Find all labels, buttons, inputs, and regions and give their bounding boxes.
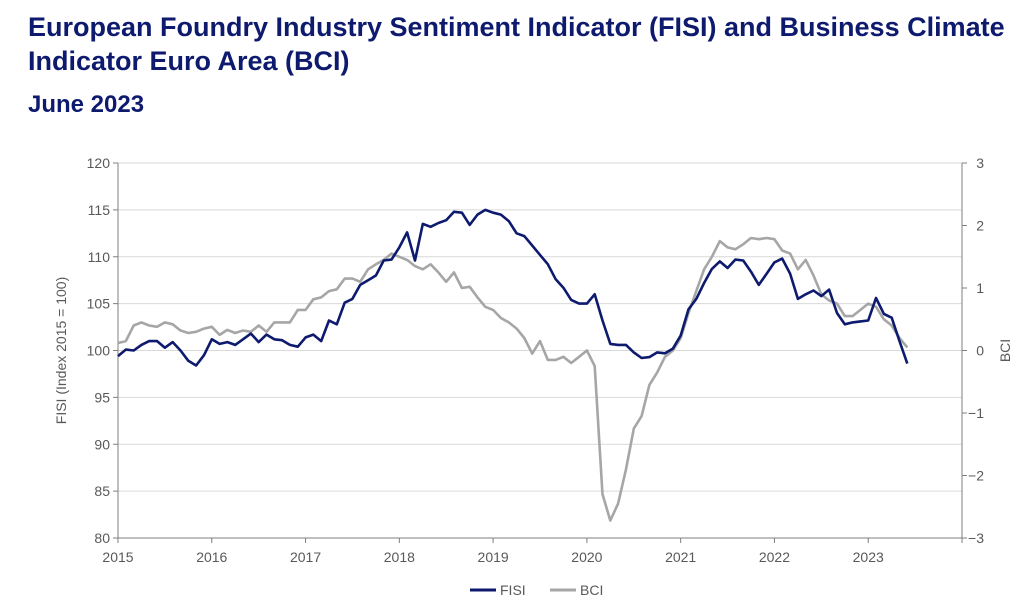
left-tick-label: 120	[87, 155, 111, 171]
right-tick-label: −1	[968, 405, 984, 421]
right-axis-title: BCI	[997, 339, 1013, 362]
left-axis-ticks: 80 85 90 95 100 105 110 115 120	[87, 155, 118, 546]
legend-item-fisi: FISI	[470, 582, 526, 598]
left-tick-label: 100	[87, 343, 111, 359]
chart-title: European Foundry Industry Sentiment Indi…	[28, 12, 1005, 76]
x-tick-label: 2021	[665, 549, 696, 565]
left-tick-label: 115	[88, 202, 111, 218]
legend-label-bci: BCI	[580, 582, 603, 598]
right-tick-label: 0	[976, 343, 984, 359]
right-tick-label: 3	[976, 155, 984, 171]
left-tick-label: 80	[94, 530, 110, 546]
series-line-fisi	[117, 208, 909, 367]
x-tick-label: 2015	[102, 549, 133, 565]
right-tick-label: −3	[968, 530, 984, 546]
right-tick-label: 2	[976, 218, 984, 234]
left-axis-title: FISI (Index 2015 = 100)	[53, 277, 69, 424]
series-line-bci	[117, 236, 909, 522]
left-tick-label: 110	[88, 249, 111, 265]
legend-item-bci: BCI	[550, 582, 603, 598]
x-tick-label: 2023	[853, 549, 884, 565]
right-tick-label: 1	[976, 280, 984, 296]
left-tick-label: 90	[94, 436, 110, 452]
chart-subtitle: June 2023	[28, 91, 145, 118]
right-axis-ticks: −3 −2 −1 0 1 2 3	[962, 155, 984, 546]
x-tick-label: 2020	[571, 549, 602, 565]
x-tick-label: 2019	[478, 549, 509, 565]
left-tick-label: 95	[94, 389, 110, 405]
x-tick-label: 2016	[196, 549, 227, 565]
series-lines	[117, 208, 909, 522]
x-tick-label: 2018	[384, 549, 415, 565]
gridlines	[118, 162, 962, 492]
legend-label-fisi: FISI	[500, 582, 526, 598]
left-tick-label: 85	[94, 483, 110, 499]
right-tick-label: −2	[968, 468, 984, 484]
x-tick-label: 2017	[290, 549, 321, 565]
x-axis-ticks: 2015 2016 2017 2018 2019 2020 2021 2022 2023	[102, 538, 963, 565]
left-tick-label: 105	[87, 296, 111, 312]
x-tick-label: 2022	[759, 549, 790, 565]
legend: FISI BCI	[470, 582, 603, 598]
